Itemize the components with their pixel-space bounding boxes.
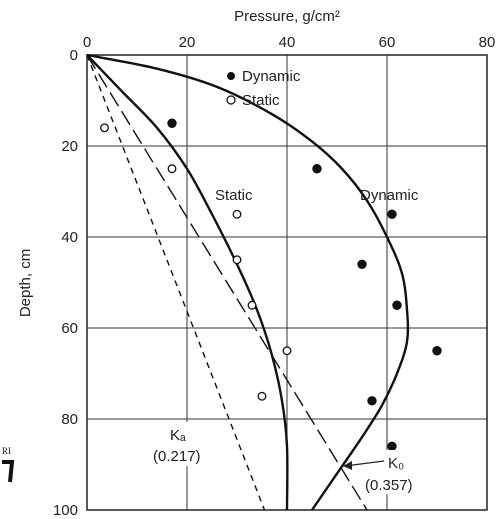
dynamic-point-1	[312, 164, 322, 174]
curves	[86, 53, 410, 511]
curve-1	[86, 53, 410, 511]
dynamic-point-2	[387, 209, 397, 219]
dynamic-point-3	[357, 259, 367, 269]
dynamic-point-7	[387, 441, 397, 451]
curve-3	[86, 54, 266, 511]
static-point-5	[282, 346, 292, 356]
x-axis-title: Pressure, g/cm²	[234, 8, 340, 25]
ka-value: (0.217)	[153, 448, 201, 465]
legend-marker-static	[226, 95, 236, 105]
y-axis-title: Depth, cm	[17, 249, 34, 317]
y-tick-label-0: 0	[70, 47, 78, 64]
static-point-2	[232, 209, 242, 219]
x-tick-label-4: 80	[479, 34, 496, 51]
dynamic-point-4	[392, 300, 402, 310]
k0-label-bg	[362, 450, 422, 494]
x-tick-label-2: 40	[279, 34, 296, 51]
margin-mark: RI	[2, 446, 11, 456]
k0-leader-arrow	[343, 461, 352, 470]
curve-2	[86, 54, 368, 511]
dynamic-point-5	[432, 346, 442, 356]
static-point-4	[247, 300, 257, 310]
legend: Dynamic Static	[226, 68, 301, 109]
k0-value: (0.357)	[365, 477, 413, 494]
k0-label: K₀	[388, 455, 404, 472]
static-point-3	[232, 255, 242, 265]
x-tick-labels: 0 20 40 60 80	[83, 34, 496, 51]
x-tick-label-1: 20	[179, 34, 196, 51]
margin-glyph	[2, 460, 15, 483]
data-points	[100, 118, 442, 451]
legend-marker-dynamic	[227, 72, 235, 80]
y-tick-label-2: 40	[61, 229, 78, 246]
curve-0	[86, 54, 289, 511]
x-tick-label-0: 0	[83, 34, 91, 51]
y-tick-labels: 0 20 40 60 80 100	[53, 47, 78, 519]
x-tick-label-3: 60	[379, 34, 396, 51]
ka-label-bg	[150, 422, 208, 466]
legend-label-dynamic: Dynamic	[242, 68, 301, 85]
dynamic-curve-label: Dynamic	[360, 187, 419, 204]
static-curve-label: Static	[215, 187, 253, 204]
static-point-6	[257, 391, 267, 401]
y-tick-label-4: 80	[61, 411, 78, 428]
dynamic-point-0	[167, 118, 177, 128]
dynamic-point-6	[367, 396, 377, 406]
static-point-1	[167, 164, 177, 174]
ka-label: Kₐ	[170, 427, 186, 444]
y-tick-label-5: 100	[53, 502, 78, 519]
y-tick-label-3: 60	[61, 320, 78, 337]
static-point-0	[100, 123, 109, 133]
legend-label-static: Static	[242, 92, 280, 109]
y-tick-label-1: 20	[61, 138, 78, 155]
